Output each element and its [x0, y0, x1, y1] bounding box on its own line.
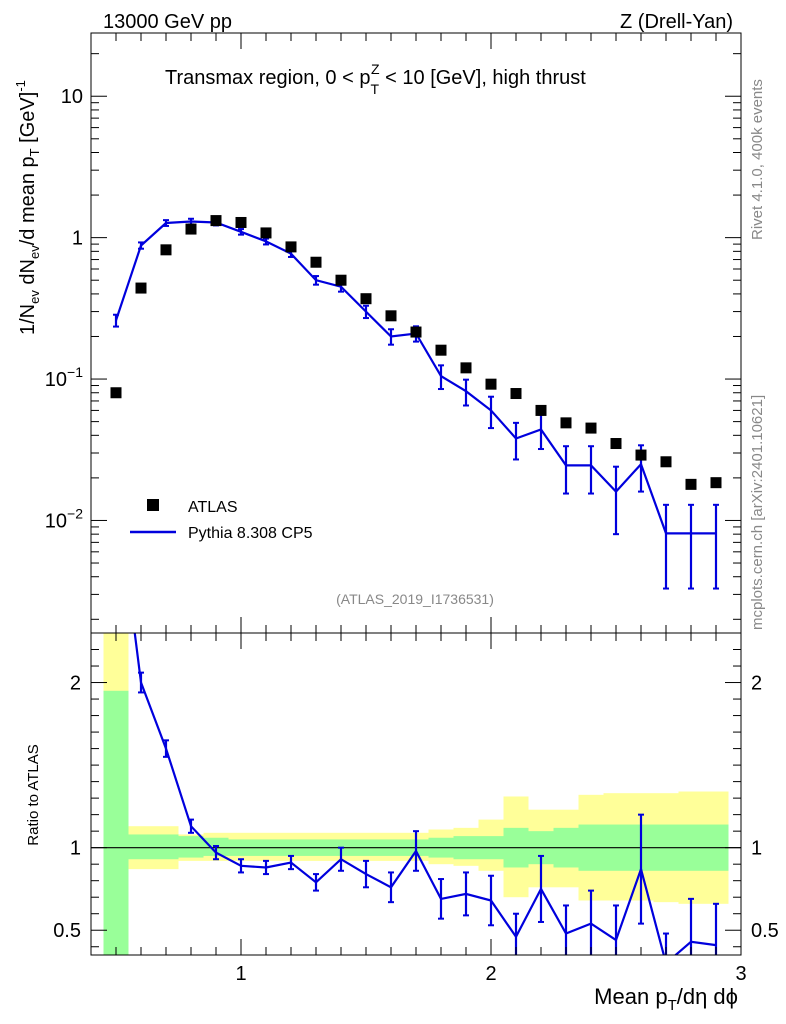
- atlas-point: [185, 223, 197, 235]
- title-pre: Transmax region, 0 < p: [165, 67, 370, 89]
- atlas-point: [235, 216, 247, 228]
- main-ytick-label: 10: [61, 86, 83, 108]
- ratio-ylabel: Ratio to ATLAS: [25, 744, 42, 845]
- atlas-point: [585, 422, 597, 434]
- atlas-point: [260, 227, 272, 239]
- ratio-ytick-label-left: 0.5: [53, 920, 81, 942]
- xlabel-b: /dη dϕ: [677, 984, 738, 1009]
- main-ytick-label: 1: [72, 228, 83, 250]
- ylabel-b: dN: [17, 259, 39, 290]
- ratio-ytick-label-left: 2: [70, 673, 81, 695]
- xlabel-a: Mean p: [594, 984, 667, 1009]
- main-ytick-label: 10−2: [45, 505, 83, 532]
- ylabel-a: 1/N: [17, 304, 39, 335]
- title-sup: Z: [371, 61, 380, 77]
- ratio-band-inner: [153, 834, 179, 860]
- ratio-band-inner: [103, 690, 129, 955]
- xlabel: Mean pT/dη dϕ: [594, 984, 738, 1014]
- ratio-axes: 0.5 0.5 1 1 2 2 1 2 3: [53, 632, 779, 985]
- legend-atlas-label: ATLAS: [188, 499, 238, 516]
- atlas-point: [635, 449, 647, 461]
- ytick-exp: −2: [67, 505, 83, 521]
- pythia-line: [114, 220, 716, 535]
- atlas-point: [210, 215, 222, 227]
- legend-atlas-marker: [147, 499, 159, 511]
- main-marks: [110, 215, 722, 590]
- xtick-label: 3: [735, 963, 746, 985]
- atlas-point: [285, 241, 297, 253]
- atlas-point: [360, 293, 372, 305]
- ratio-ytick-label-right: 0.5: [751, 920, 779, 942]
- rivet-label: Rivet 4.1.0, 400k events: [749, 79, 766, 240]
- ylabel-c: /d mean p: [17, 156, 39, 245]
- legend-pythia-label: Pythia 8.308 CP5: [188, 525, 313, 542]
- atlas-point: [310, 256, 322, 268]
- atlas-point: [660, 456, 672, 468]
- atlas-point: [485, 378, 497, 390]
- ylabel-d-sup: -1: [13, 80, 28, 92]
- atlas-point: [610, 438, 622, 450]
- ratio-ytick-label-left: 1: [70, 838, 81, 860]
- atlas-point: [510, 388, 522, 400]
- ratio-ytick-label-right: 1: [751, 838, 762, 860]
- atlas-point: [460, 362, 472, 374]
- ratio-marks: [91, 633, 741, 955]
- xtick-label: 2: [485, 963, 496, 985]
- ytick-base: 1: [72, 228, 83, 250]
- ylabel-c-sub: T: [27, 148, 42, 156]
- plot-title: Transmax region, 0 < pTZ < 10 [GeV], hig…: [165, 61, 586, 97]
- ytick-base: 10: [61, 86, 83, 108]
- atlas-point: [435, 344, 447, 356]
- header-left: 13000 GeV pp: [103, 11, 232, 33]
- xtick-label: 1: [235, 963, 246, 985]
- main-ytick-label: 10−1: [45, 364, 83, 391]
- title-post: < 10 [GeV], high thrust: [380, 67, 587, 89]
- legend: ATLAS Pythia 8.308 CP5: [130, 499, 313, 542]
- atlas-point: [335, 274, 347, 286]
- ytick-exp: −1: [67, 364, 83, 380]
- ytick-base: 10: [45, 369, 67, 391]
- atlas-point: [535, 404, 547, 416]
- ylabel-d: [GeV]: [17, 92, 39, 149]
- header-right: Z (Drell-Yan): [620, 11, 733, 33]
- ylabel-a-sub: ev: [27, 290, 42, 304]
- ratio-band-inner: [178, 836, 204, 858]
- title-sub: T: [370, 81, 379, 97]
- atlas-point: [410, 326, 422, 338]
- atlas-point: [685, 478, 697, 490]
- ytick-base: 10: [45, 510, 67, 532]
- atlas-point: [110, 387, 122, 399]
- ratio-ytick-label-right: 2: [751, 673, 762, 695]
- atlas-point: [710, 477, 722, 489]
- ratio-band-inner: [128, 834, 154, 860]
- xlabel-a-sub: T: [668, 997, 677, 1014]
- atlas-point: [385, 310, 397, 322]
- mcplots-label: mcplots.cern.ch [arXiv:2401.10621]: [749, 395, 766, 630]
- atlas-point: [160, 244, 172, 256]
- atlas-point: [560, 417, 572, 429]
- main-ylabel: 1/Nev dNev/d mean pT [GeV]-1: [13, 80, 42, 335]
- atlas-point: [135, 282, 147, 294]
- ratio-panel: 0.5 0.5 1 1 2 2 1 2 3 Ratio to ATLAS Mean pT/dη …: [25, 632, 779, 1014]
- ylabel-b-sub: ev: [27, 245, 42, 259]
- analysis-watermark: (ATLAS_2019_I1736531): [336, 591, 494, 607]
